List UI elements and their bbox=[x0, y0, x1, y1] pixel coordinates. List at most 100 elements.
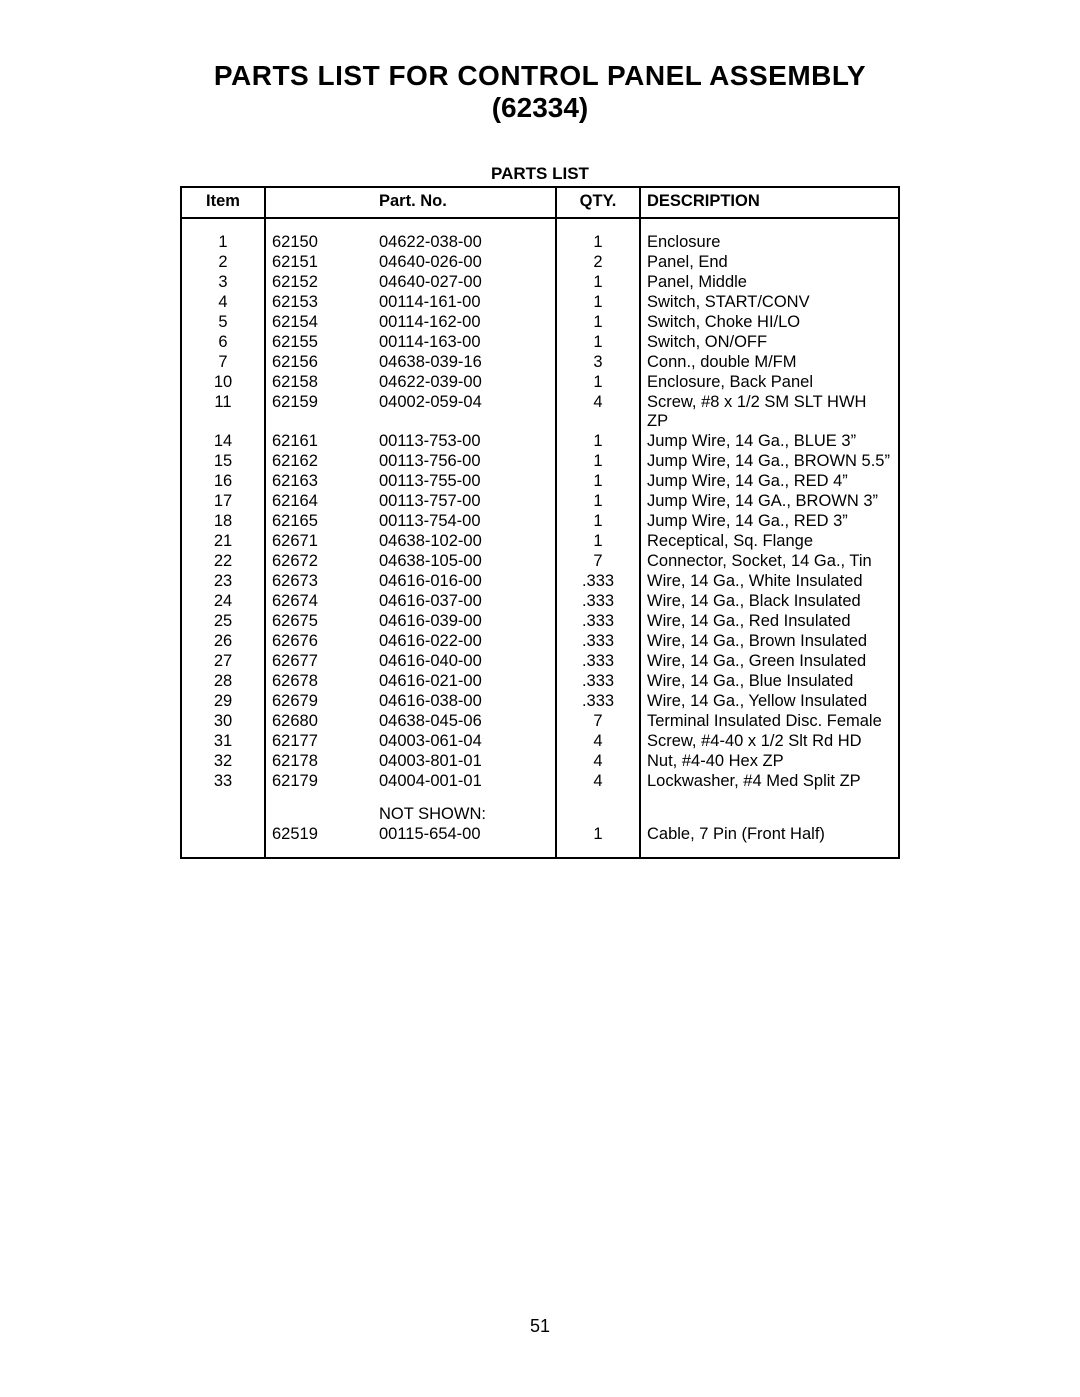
table-cell: 62178 bbox=[265, 751, 373, 771]
table-cell: 1 bbox=[556, 511, 640, 531]
table-cell: 4 bbox=[556, 731, 640, 751]
table-cell bbox=[640, 844, 899, 858]
table-cell: 62158 bbox=[265, 372, 373, 392]
table-row: 286267804616-021-00.333Wire, 14 Ga., Blu… bbox=[181, 671, 899, 691]
table-row: 146216100113-753-001Jump Wire, 14 Ga., B… bbox=[181, 431, 899, 451]
page-number: 51 bbox=[0, 1316, 1080, 1337]
table-cell: 6 bbox=[181, 332, 265, 352]
table-cell: Switch, ON/OFF bbox=[640, 332, 899, 352]
table-cell: 62680 bbox=[265, 711, 373, 731]
spacer-row bbox=[181, 218, 899, 232]
table-cell: 1 bbox=[556, 431, 640, 451]
table-cell: .333 bbox=[556, 651, 640, 671]
table-row: 166216300113-755-001Jump Wire, 14 Ga., R… bbox=[181, 471, 899, 491]
table-row: 216267104638-102-001Receptical, Sq. Flan… bbox=[181, 531, 899, 551]
table-cell: 2 bbox=[556, 252, 640, 272]
table-cell: 62675 bbox=[265, 611, 373, 631]
table-cell: 62672 bbox=[265, 551, 373, 571]
table-row: 116215904002-059-044Screw, #8 x 1/2 SM S… bbox=[181, 392, 899, 431]
table-cell: Lockwasher, #4 Med Split ZP bbox=[640, 771, 899, 791]
table-cell: Cable, 7 Pin (Front Half) bbox=[640, 824, 899, 844]
table-row: 16215004622-038-001Enclosure bbox=[181, 232, 899, 252]
table-cell: 1 bbox=[556, 292, 640, 312]
table-cell: Wire, 14 Ga., Yellow Insulated bbox=[640, 691, 899, 711]
table-caption: PARTS LIST bbox=[180, 164, 900, 184]
table-row: 266267604616-022-00.333Wire, 14 Ga., Bro… bbox=[181, 631, 899, 651]
table-cell: 62673 bbox=[265, 571, 373, 591]
table-cell: 3 bbox=[556, 352, 640, 372]
not-shown-label-row: NOT SHOWN: bbox=[181, 804, 899, 824]
table-cell: 1 bbox=[556, 312, 640, 332]
table-cell: Enclosure bbox=[640, 232, 899, 252]
table-cell: 26 bbox=[181, 631, 265, 651]
table-cell: 32 bbox=[181, 751, 265, 771]
table-cell: Jump Wire, 14 GA., BROWN 3” bbox=[640, 491, 899, 511]
table-cell: 21 bbox=[181, 531, 265, 551]
table-cell: Jump Wire, 14 Ga., RED 4” bbox=[640, 471, 899, 491]
table-cell: 18 bbox=[181, 511, 265, 531]
table-cell: Jump Wire, 14 Ga., BLUE 3” bbox=[640, 431, 899, 451]
table-cell: 2 bbox=[181, 252, 265, 272]
header-sku-blank bbox=[265, 187, 373, 218]
table-cell: 04622-038-00 bbox=[373, 232, 556, 252]
table-cell: 04638-039-16 bbox=[373, 352, 556, 372]
table-cell: 3 bbox=[181, 272, 265, 292]
table-cell bbox=[181, 844, 265, 858]
table-cell bbox=[640, 804, 899, 824]
table-cell: 16 bbox=[181, 471, 265, 491]
table-cell: Screw, #4-40 x 1/2 Slt Rd HD bbox=[640, 731, 899, 751]
table-cell: Connector, Socket, 14 Ga., Tin bbox=[640, 551, 899, 571]
page: PARTS LIST FOR CONTROL PANEL ASSEMBLY (6… bbox=[0, 0, 1080, 1397]
table-row: 246267404616-037-00.333Wire, 14 Ga., Bla… bbox=[181, 591, 899, 611]
table-cell: 04640-026-00 bbox=[373, 252, 556, 272]
table-cell: 62156 bbox=[265, 352, 373, 372]
table-cell bbox=[265, 791, 373, 804]
table-cell: 29 bbox=[181, 691, 265, 711]
table-cell bbox=[373, 218, 556, 232]
table-cell: 14 bbox=[181, 431, 265, 451]
table-cell: .333 bbox=[556, 591, 640, 611]
table-cell: 04616-037-00 bbox=[373, 591, 556, 611]
table-cell: Nut, #4-40 Hex ZP bbox=[640, 751, 899, 771]
not-shown-label: NOT SHOWN: bbox=[373, 804, 556, 824]
table-cell: .333 bbox=[556, 671, 640, 691]
table-cell: 62152 bbox=[265, 272, 373, 292]
table-cell: 04004-001-01 bbox=[373, 771, 556, 791]
table-cell: 00113-753-00 bbox=[373, 431, 556, 451]
table-row: 56215400114-162-001Switch, Choke HI/LO bbox=[181, 312, 899, 332]
table-cell bbox=[265, 844, 373, 858]
table-cell: 7 bbox=[556, 551, 640, 571]
table-cell: Wire, 14 Ga., Green Insulated bbox=[640, 651, 899, 671]
table-cell: Receptical, Sq. Flange bbox=[640, 531, 899, 551]
table-cell: 04616-038-00 bbox=[373, 691, 556, 711]
table-cell bbox=[181, 218, 265, 232]
table-cell: .333 bbox=[556, 691, 640, 711]
table-cell: 15 bbox=[181, 451, 265, 471]
table-cell: 4 bbox=[556, 751, 640, 771]
table-cell: 04616-040-00 bbox=[373, 651, 556, 671]
table-cell: 62519 bbox=[265, 824, 373, 844]
table-cell: Terminal Insulated Disc. Female bbox=[640, 711, 899, 731]
table-cell: 4 bbox=[556, 392, 640, 431]
spacer-row bbox=[181, 844, 899, 858]
table-cell: 62159 bbox=[265, 392, 373, 431]
table-cell bbox=[265, 804, 373, 824]
table-row: 156216200113-756-001Jump Wire, 14 Ga., B… bbox=[181, 451, 899, 471]
table-cell: 30 bbox=[181, 711, 265, 731]
table-cell bbox=[181, 791, 265, 804]
table-cell: 00113-757-00 bbox=[373, 491, 556, 511]
table-row: 66215500114-163-001Switch, ON/OFF bbox=[181, 332, 899, 352]
table-cell: 23 bbox=[181, 571, 265, 591]
table-cell bbox=[640, 791, 899, 804]
table-cell: 62679 bbox=[265, 691, 373, 711]
table-cell: 04616-021-00 bbox=[373, 671, 556, 691]
table-cell bbox=[373, 844, 556, 858]
table-cell: 00113-754-00 bbox=[373, 511, 556, 531]
table-cell: .333 bbox=[556, 571, 640, 591]
table-cell: Wire, 14 Ga., Black Insulated bbox=[640, 591, 899, 611]
page-title-line2: (62334) bbox=[90, 92, 990, 124]
table-cell: 04003-801-01 bbox=[373, 751, 556, 771]
table-row: 236267304616-016-00.333Wire, 14 Ga., Whi… bbox=[181, 571, 899, 591]
table-cell: 04638-105-00 bbox=[373, 551, 556, 571]
table-cell: .333 bbox=[556, 611, 640, 631]
